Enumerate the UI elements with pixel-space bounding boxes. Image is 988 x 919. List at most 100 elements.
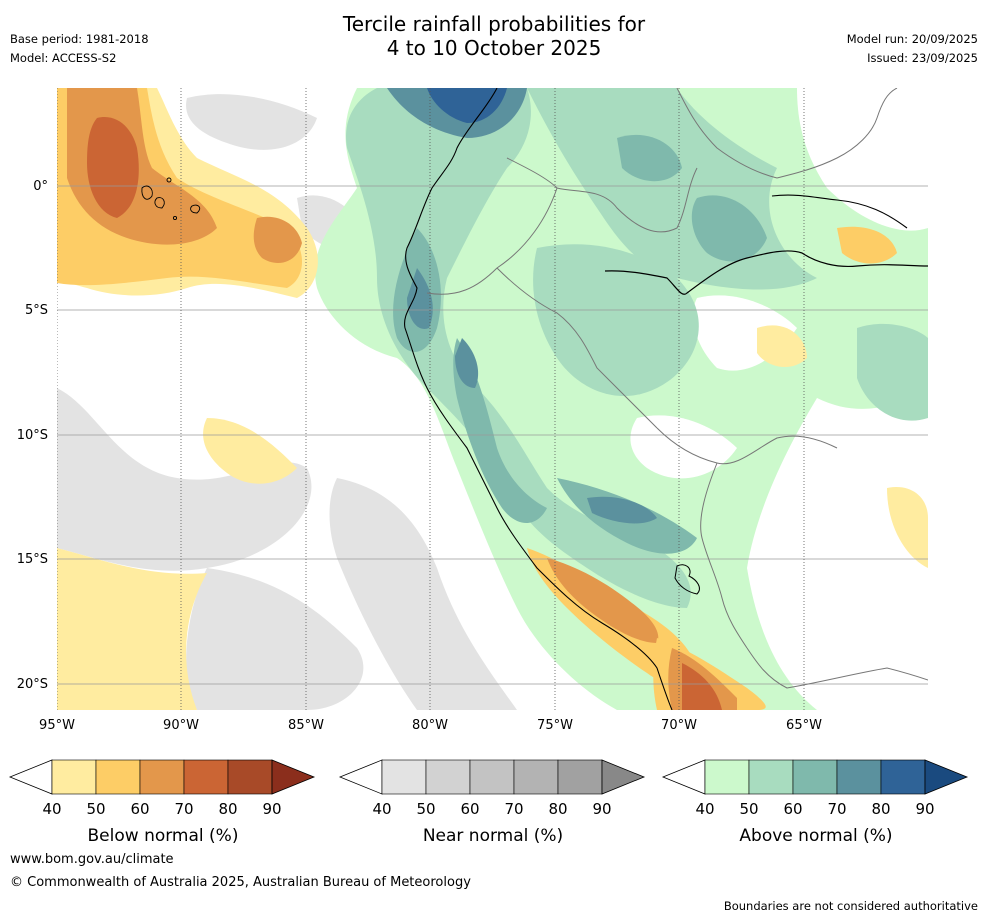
above-normal-60-70 bbox=[453, 338, 547, 523]
lon-label: 90°W bbox=[163, 718, 199, 733]
above-normal-patches bbox=[315, 88, 928, 710]
lake-titicaca bbox=[674, 564, 700, 595]
border bbox=[746, 647, 928, 689]
coastline bbox=[404, 88, 673, 710]
below-normal-40-50 bbox=[57, 548, 207, 710]
border bbox=[656, 427, 838, 465]
above-normal-80-90 bbox=[427, 88, 507, 123]
colorbar-box bbox=[704, 759, 750, 795]
border bbox=[676, 88, 778, 179]
border bbox=[776, 88, 898, 179]
lat-label: 15°S bbox=[16, 552, 48, 567]
legend-title-below: Below normal (%) bbox=[87, 826, 239, 846]
lon-label: 85°W bbox=[288, 718, 324, 733]
colorbar-box bbox=[381, 759, 427, 795]
colorbar-box bbox=[748, 759, 794, 795]
border bbox=[496, 267, 658, 429]
colorbar-tick-label: 60 bbox=[783, 800, 803, 818]
colorbar-tick-label: 40 bbox=[372, 800, 392, 818]
colorbar-box bbox=[51, 759, 97, 795]
lat-label: 20°S bbox=[16, 677, 48, 692]
title-line-2: 4 to 10 October 2025 bbox=[386, 36, 602, 60]
white-gap bbox=[797, 88, 928, 231]
issued-date: Issued: 23/09/2025 bbox=[867, 51, 978, 65]
title-line-1: Tercile rainfall probabilities for bbox=[342, 12, 646, 36]
near-normal-area bbox=[329, 478, 517, 710]
below-normal-patches bbox=[57, 88, 928, 710]
colorbar-tick-label: 50 bbox=[86, 800, 106, 818]
above-normal-70-80 bbox=[587, 496, 657, 524]
colorbar-box bbox=[139, 759, 185, 795]
footer-website[interactable]: www.bom.gov.au/climate bbox=[10, 852, 174, 867]
colorbar-tick-label: 90 bbox=[262, 800, 282, 818]
island bbox=[154, 197, 165, 209]
above-normal-50-60 bbox=[533, 244, 699, 397]
white-gap bbox=[630, 415, 737, 479]
colorbar-tick-label: 50 bbox=[739, 800, 759, 818]
island bbox=[190, 204, 201, 214]
colorbar-extend-low bbox=[8, 759, 53, 795]
colorbar-tick-label: 70 bbox=[174, 800, 194, 818]
colorbar-tick-label: 40 bbox=[42, 800, 62, 818]
colorbar-box bbox=[227, 759, 273, 795]
meta-right: Model run: 20/09/2025 Issued: 23/09/2025 bbox=[847, 30, 978, 68]
lat-label: 0° bbox=[33, 179, 48, 194]
base-period: Base period: 1981-2018 bbox=[10, 32, 149, 46]
map-panel bbox=[57, 88, 928, 710]
lon-label: 70°W bbox=[661, 718, 697, 733]
near-normal-area bbox=[186, 94, 317, 150]
colorbar-box bbox=[557, 759, 603, 795]
border bbox=[556, 167, 698, 233]
above-normal-50-60 bbox=[857, 323, 928, 421]
amazon-river bbox=[604, 250, 928, 295]
colorbar-near bbox=[338, 759, 646, 795]
colorbar-extend-high bbox=[924, 759, 969, 795]
colorbar-extend-low bbox=[338, 759, 383, 795]
colorbar-box bbox=[425, 759, 471, 795]
border bbox=[426, 157, 558, 295]
lon-label: 95°W bbox=[39, 718, 75, 733]
model-run: Model run: 20/09/2025 bbox=[846, 32, 978, 46]
above-normal-60-70 bbox=[617, 134, 682, 182]
above-normal-70-80 bbox=[455, 338, 479, 388]
colorbar-tick-label: 40 bbox=[695, 800, 715, 818]
near-normal-area bbox=[186, 568, 364, 710]
below-normal-40-50 bbox=[757, 325, 807, 368]
colorbar-box bbox=[95, 759, 141, 795]
above-normal-70-80 bbox=[407, 268, 433, 329]
colorbar-tick-label: 70 bbox=[827, 800, 847, 818]
lat-label: 10°S bbox=[16, 428, 48, 443]
above-normal-60-70 bbox=[691, 195, 767, 262]
colorbar-box bbox=[836, 759, 882, 795]
footer-disclaimer: Boundaries are not considered authoritat… bbox=[723, 899, 978, 913]
colorbar-tick-label: 90 bbox=[915, 800, 935, 818]
colorbar-below bbox=[8, 759, 316, 795]
chart-title: Tercile rainfall probabilities for 4 to … bbox=[0, 12, 988, 60]
country-borders bbox=[426, 88, 928, 689]
below-normal-70-80 bbox=[682, 663, 722, 710]
below-normal-40-50 bbox=[203, 418, 297, 484]
border bbox=[700, 462, 748, 649]
map-svg bbox=[57, 88, 928, 710]
colorbar-tick-label: 60 bbox=[460, 800, 480, 818]
lon-label: 75°W bbox=[537, 718, 573, 733]
colorbar-box bbox=[792, 759, 838, 795]
above-normal-50-60 bbox=[346, 88, 691, 608]
legend-title-above: Above normal (%) bbox=[739, 826, 893, 846]
near-normal-area bbox=[57, 388, 312, 571]
meta-left: Base period: 1981-2018 Model: ACCESS-S2 bbox=[10, 30, 149, 68]
island bbox=[166, 177, 172, 183]
colorbar-tick-label: 50 bbox=[416, 800, 436, 818]
colorbar-extend-low bbox=[661, 759, 706, 795]
below-normal-60-70 bbox=[547, 558, 659, 643]
colorbar-box bbox=[880, 759, 926, 795]
colorbar-tick-label: 90 bbox=[592, 800, 612, 818]
galapagos-islands bbox=[141, 177, 201, 221]
legend-title-near: Near normal (%) bbox=[422, 826, 564, 846]
gridlines bbox=[57, 185, 928, 685]
colorbar-tick-label: 60 bbox=[130, 800, 150, 818]
footer-copyright: © Commonwealth of Australia 2025, Austra… bbox=[10, 875, 471, 890]
lon-label: 80°W bbox=[412, 718, 448, 733]
model-name: Model: ACCESS-S2 bbox=[10, 51, 117, 65]
colorbar-tick-label: 80 bbox=[871, 800, 891, 818]
